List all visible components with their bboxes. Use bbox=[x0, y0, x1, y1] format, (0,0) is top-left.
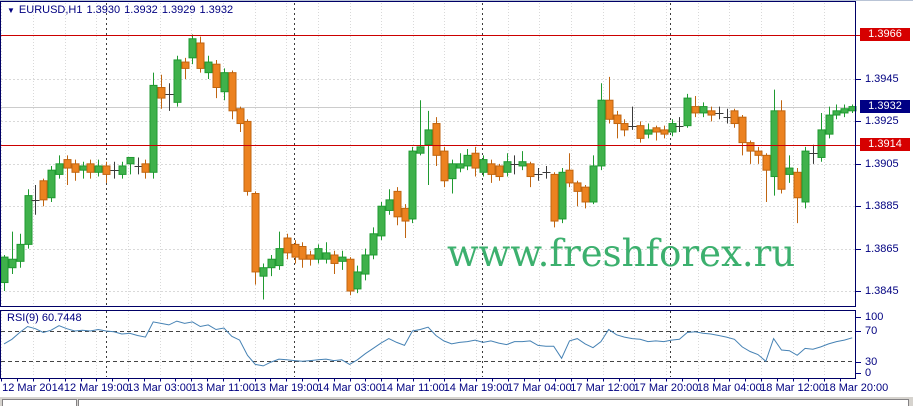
rsi-scale-label: 70 bbox=[865, 325, 878, 337]
time-axis-label: 17 Mar 12:00 bbox=[570, 382, 636, 394]
time-axis-label: 12 Mar 19:00 bbox=[63, 382, 129, 394]
quote-header: ▼ EURUSD,H1 1.3930 1.3932 1.3929 1.3932 bbox=[7, 4, 237, 16]
time-axis-label: 13 Mar 11:00 bbox=[190, 382, 255, 394]
price-axis-label: 1.3865 bbox=[865, 243, 899, 255]
level-price-badge: 1.3914 bbox=[860, 138, 910, 151]
rsi-scale-label: 0 bbox=[865, 367, 872, 379]
quote-close: 1.3932 bbox=[199, 4, 234, 16]
price-axis-label: 1.3925 bbox=[865, 115, 899, 127]
time-axis-label: 14 Mar 19:00 bbox=[443, 382, 509, 394]
price-axis-label: 1.3845 bbox=[865, 285, 899, 297]
quote-open: 1.3930 bbox=[86, 4, 121, 16]
time-axis-label: 12 Mar 2014 bbox=[2, 382, 64, 394]
symbol-label: EURUSD,H1 bbox=[18, 4, 83, 16]
minimized-panel[interactable] bbox=[78, 399, 909, 406]
time-axis-label: 18 Mar 04:00 bbox=[696, 382, 762, 394]
time-axis-label: 17 Mar 20:00 bbox=[633, 382, 699, 394]
symbol-marker-icon: ▼ bbox=[7, 6, 15, 15]
time-axis-label: 18 Mar 20:00 bbox=[823, 382, 889, 394]
rsi-indicator-label: RSI(9) 60.7448 bbox=[7, 312, 82, 324]
level-price-badge: 1.3966 bbox=[860, 28, 910, 41]
bottom-panel-strip bbox=[0, 397, 913, 406]
time-axis-label: 18 Mar 12:00 bbox=[760, 382, 826, 394]
current-price-badge: 1.3932 bbox=[860, 100, 910, 113]
quote-high: 1.3932 bbox=[124, 4, 158, 16]
broker-watermark: www.freshforex.ru bbox=[447, 232, 796, 275]
time-axis-label: 14 Mar 11:00 bbox=[380, 382, 445, 394]
time-axis-label: 13 Mar 19:00 bbox=[253, 382, 319, 394]
rsi-scale-label: 30 bbox=[865, 356, 878, 368]
price-axis-label: 1.3945 bbox=[865, 73, 899, 85]
rsi-scale-label: 100 bbox=[865, 311, 884, 323]
minimized-panel[interactable] bbox=[2, 399, 77, 406]
time-axis-label: 17 Mar 04:00 bbox=[506, 382, 572, 394]
price-axis-label: 1.3885 bbox=[865, 200, 899, 212]
time-axis-label: 13 Mar 03:00 bbox=[127, 382, 193, 394]
time-axis-label: 14 Mar 03:00 bbox=[317, 382, 382, 394]
quote-low: 1.3929 bbox=[161, 4, 196, 16]
price-axis-label: 1.3905 bbox=[865, 158, 899, 170]
